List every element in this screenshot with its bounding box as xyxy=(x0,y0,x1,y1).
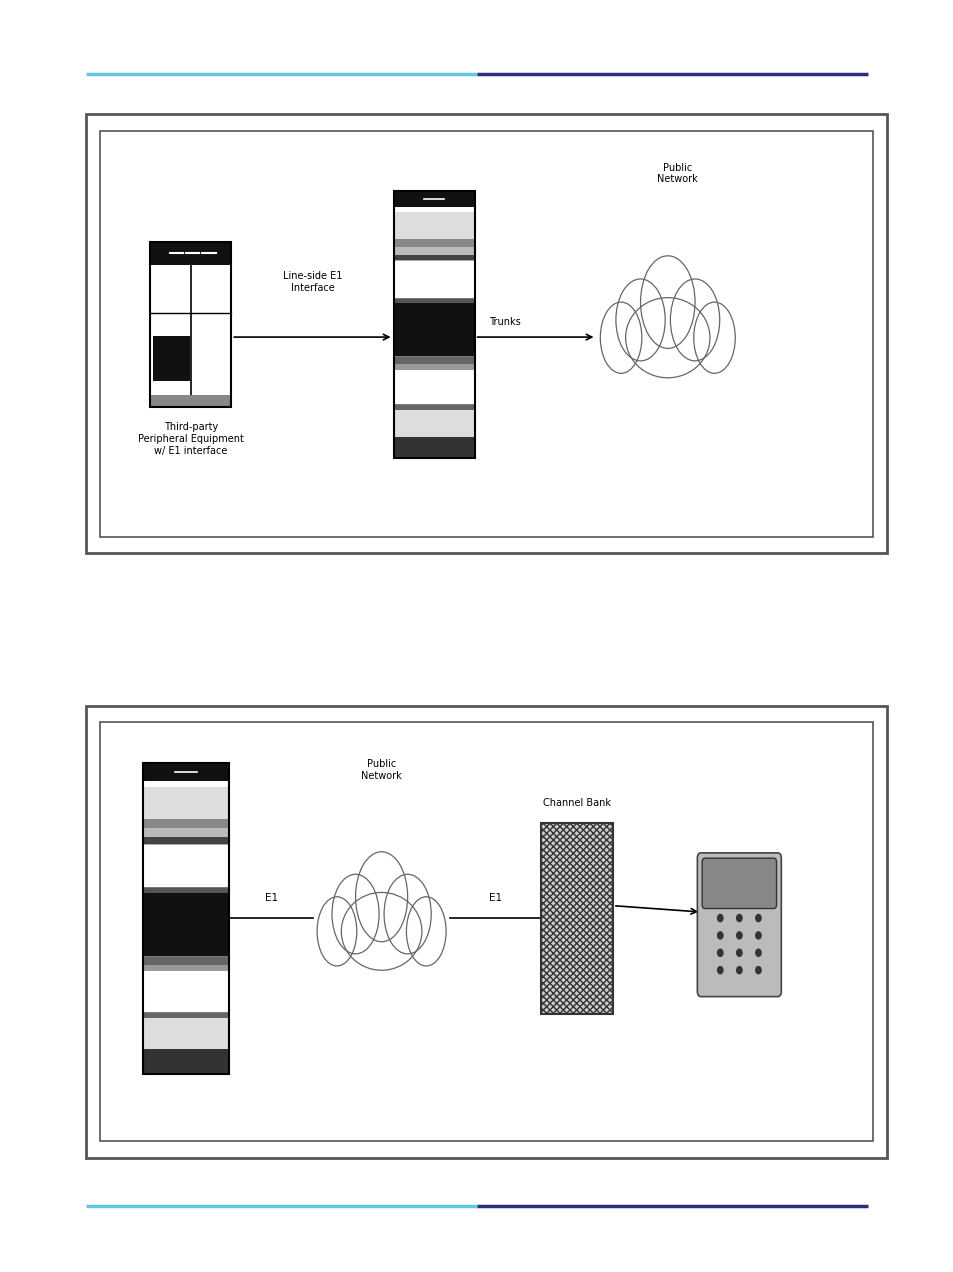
FancyBboxPatch shape xyxy=(143,887,229,893)
Ellipse shape xyxy=(355,852,407,941)
Ellipse shape xyxy=(384,874,431,954)
Ellipse shape xyxy=(332,874,378,954)
Ellipse shape xyxy=(599,301,641,373)
Ellipse shape xyxy=(693,301,735,373)
Ellipse shape xyxy=(406,897,446,965)
FancyBboxPatch shape xyxy=(393,207,475,212)
Ellipse shape xyxy=(316,897,356,965)
Circle shape xyxy=(755,967,760,974)
Text: Third-party
Peripheral Equipment
w/ E1 interface: Third-party Peripheral Equipment w/ E1 i… xyxy=(138,422,243,455)
Ellipse shape xyxy=(341,893,421,971)
FancyBboxPatch shape xyxy=(393,436,475,458)
FancyBboxPatch shape xyxy=(393,254,475,261)
FancyBboxPatch shape xyxy=(393,364,475,370)
FancyBboxPatch shape xyxy=(151,242,231,407)
Circle shape xyxy=(736,949,741,957)
Circle shape xyxy=(736,932,741,939)
Circle shape xyxy=(717,915,722,922)
FancyBboxPatch shape xyxy=(86,706,886,1158)
FancyBboxPatch shape xyxy=(151,396,231,407)
FancyBboxPatch shape xyxy=(393,404,475,410)
Text: Public
Network: Public Network xyxy=(657,163,697,184)
FancyBboxPatch shape xyxy=(393,370,475,404)
Circle shape xyxy=(755,932,760,939)
FancyBboxPatch shape xyxy=(143,837,229,843)
FancyBboxPatch shape xyxy=(701,859,776,908)
FancyBboxPatch shape xyxy=(143,1049,229,1074)
FancyBboxPatch shape xyxy=(143,1018,229,1049)
Ellipse shape xyxy=(639,256,695,349)
Text: Channel Bank: Channel Bank xyxy=(542,798,611,808)
FancyBboxPatch shape xyxy=(143,762,229,781)
Text: Line-side E1
Interface: Line-side E1 Interface xyxy=(282,271,342,293)
FancyBboxPatch shape xyxy=(143,893,229,955)
Circle shape xyxy=(717,949,722,957)
FancyBboxPatch shape xyxy=(143,955,229,965)
Text: E1: E1 xyxy=(264,893,277,903)
FancyBboxPatch shape xyxy=(143,819,229,828)
FancyBboxPatch shape xyxy=(393,410,475,436)
FancyBboxPatch shape xyxy=(143,972,229,1013)
Ellipse shape xyxy=(616,279,664,361)
FancyBboxPatch shape xyxy=(393,212,475,239)
Circle shape xyxy=(755,949,760,957)
FancyBboxPatch shape xyxy=(393,191,475,458)
FancyBboxPatch shape xyxy=(393,191,475,207)
Circle shape xyxy=(736,967,741,974)
FancyBboxPatch shape xyxy=(143,965,229,972)
FancyBboxPatch shape xyxy=(143,781,229,787)
Ellipse shape xyxy=(625,298,709,378)
FancyBboxPatch shape xyxy=(86,114,886,553)
Text: Public
Network: Public Network xyxy=(361,759,401,781)
FancyBboxPatch shape xyxy=(393,261,475,298)
FancyBboxPatch shape xyxy=(143,762,229,1074)
FancyBboxPatch shape xyxy=(100,722,872,1141)
FancyBboxPatch shape xyxy=(152,336,191,380)
Text: Trunks: Trunks xyxy=(488,317,520,327)
Circle shape xyxy=(717,967,722,974)
FancyBboxPatch shape xyxy=(100,131,872,537)
FancyBboxPatch shape xyxy=(697,852,781,997)
Ellipse shape xyxy=(670,279,719,361)
FancyBboxPatch shape xyxy=(143,843,229,888)
FancyBboxPatch shape xyxy=(393,247,475,254)
FancyBboxPatch shape xyxy=(143,1013,229,1018)
FancyBboxPatch shape xyxy=(143,828,229,837)
Circle shape xyxy=(755,915,760,922)
Text: E1: E1 xyxy=(489,893,501,903)
FancyBboxPatch shape xyxy=(143,787,229,819)
Circle shape xyxy=(717,932,722,939)
Circle shape xyxy=(736,915,741,922)
FancyBboxPatch shape xyxy=(393,239,475,247)
FancyBboxPatch shape xyxy=(393,298,475,303)
FancyBboxPatch shape xyxy=(541,823,612,1014)
FancyBboxPatch shape xyxy=(393,303,475,356)
FancyBboxPatch shape xyxy=(393,356,475,364)
FancyBboxPatch shape xyxy=(151,242,231,265)
